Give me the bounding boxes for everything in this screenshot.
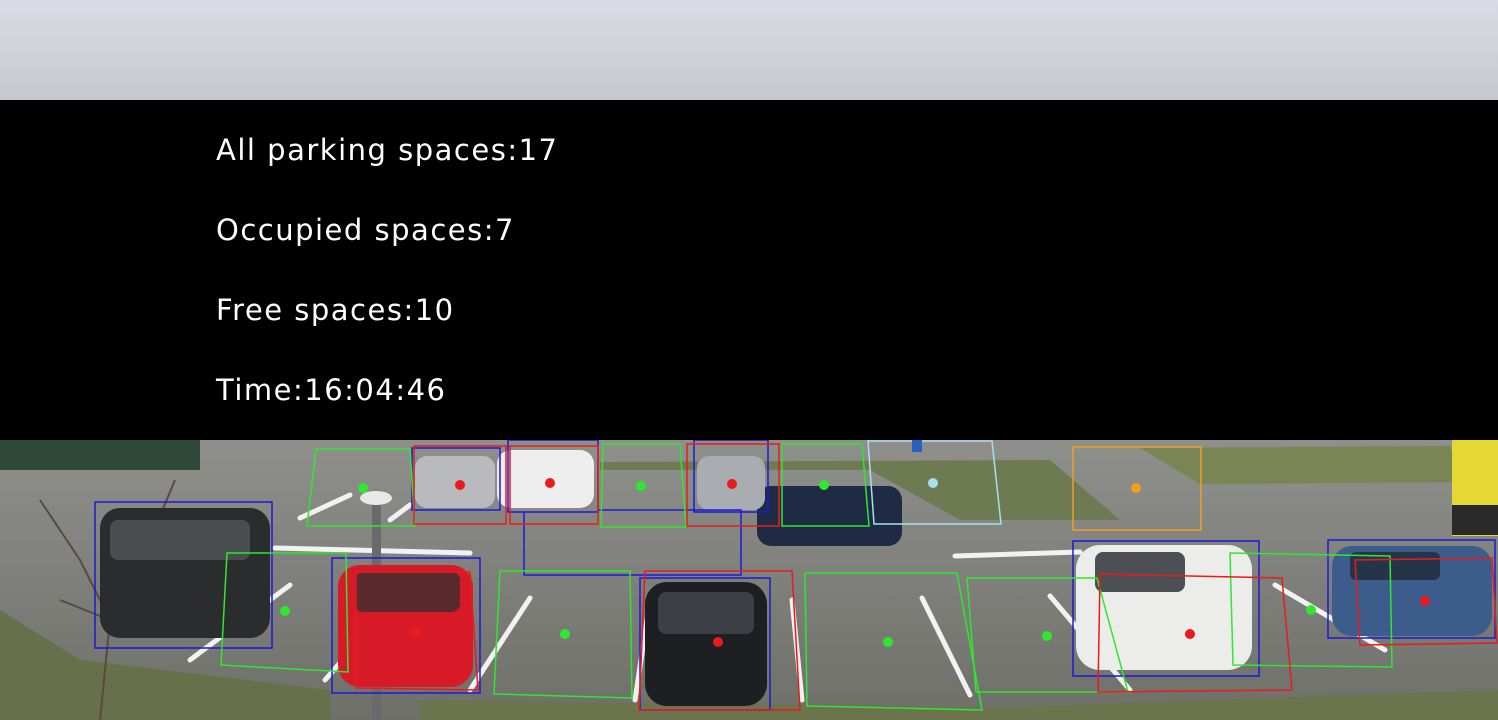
grass-bottom-left [0,610,330,720]
grass-bottom-mid [420,690,1498,720]
occupied-spaces-value: 7 [494,213,515,247]
stats-overlay-panel: All parking spaces:17 Occupied spaces:7 … [0,100,1498,440]
sky [0,0,1498,100]
disabled-slot-center [928,478,938,488]
building-shadow [1452,505,1498,535]
all-spaces-stat: All parking spaces:17 [216,136,559,165]
free-spaces-value: 10 [414,293,455,327]
vehicle-detection-boxes [94,439,1496,711]
occupied-spaces-stat: Occupied spaces:7 [216,216,515,245]
lamp-head [360,491,392,505]
free-spaces-label: Free spaces: [216,293,415,327]
time-stat: Time:16:04:46 [216,376,447,405]
hedge-left [0,440,200,470]
reserved-slot-center [1131,483,1141,493]
reserved-slot-box [1072,446,1202,531]
free-slot-polygons [220,443,1393,711]
car-silver-1 [415,456,495,508]
all-spaces-label: All parking spaces: [216,133,519,167]
grass-strip-right [1140,446,1460,484]
car-dark-estate [757,486,902,546]
disabled-sign [912,440,922,452]
time-label: Time: [216,373,305,407]
disabled-slot-polygon [867,440,1002,525]
occupied-spaces-label: Occupied spaces: [216,213,495,247]
time-value: 16:04:46 [304,373,447,407]
occupied-slot-polygons [355,443,1498,711]
grass-strip-far [600,460,1120,520]
car-white-2 [497,450,594,508]
all-spaces-value: 17 [518,133,559,167]
free-slot-centers [280,480,1316,647]
occupied-slot-centers [410,478,1430,647]
free-spaces-stat: Free spaces:10 [216,296,455,325]
